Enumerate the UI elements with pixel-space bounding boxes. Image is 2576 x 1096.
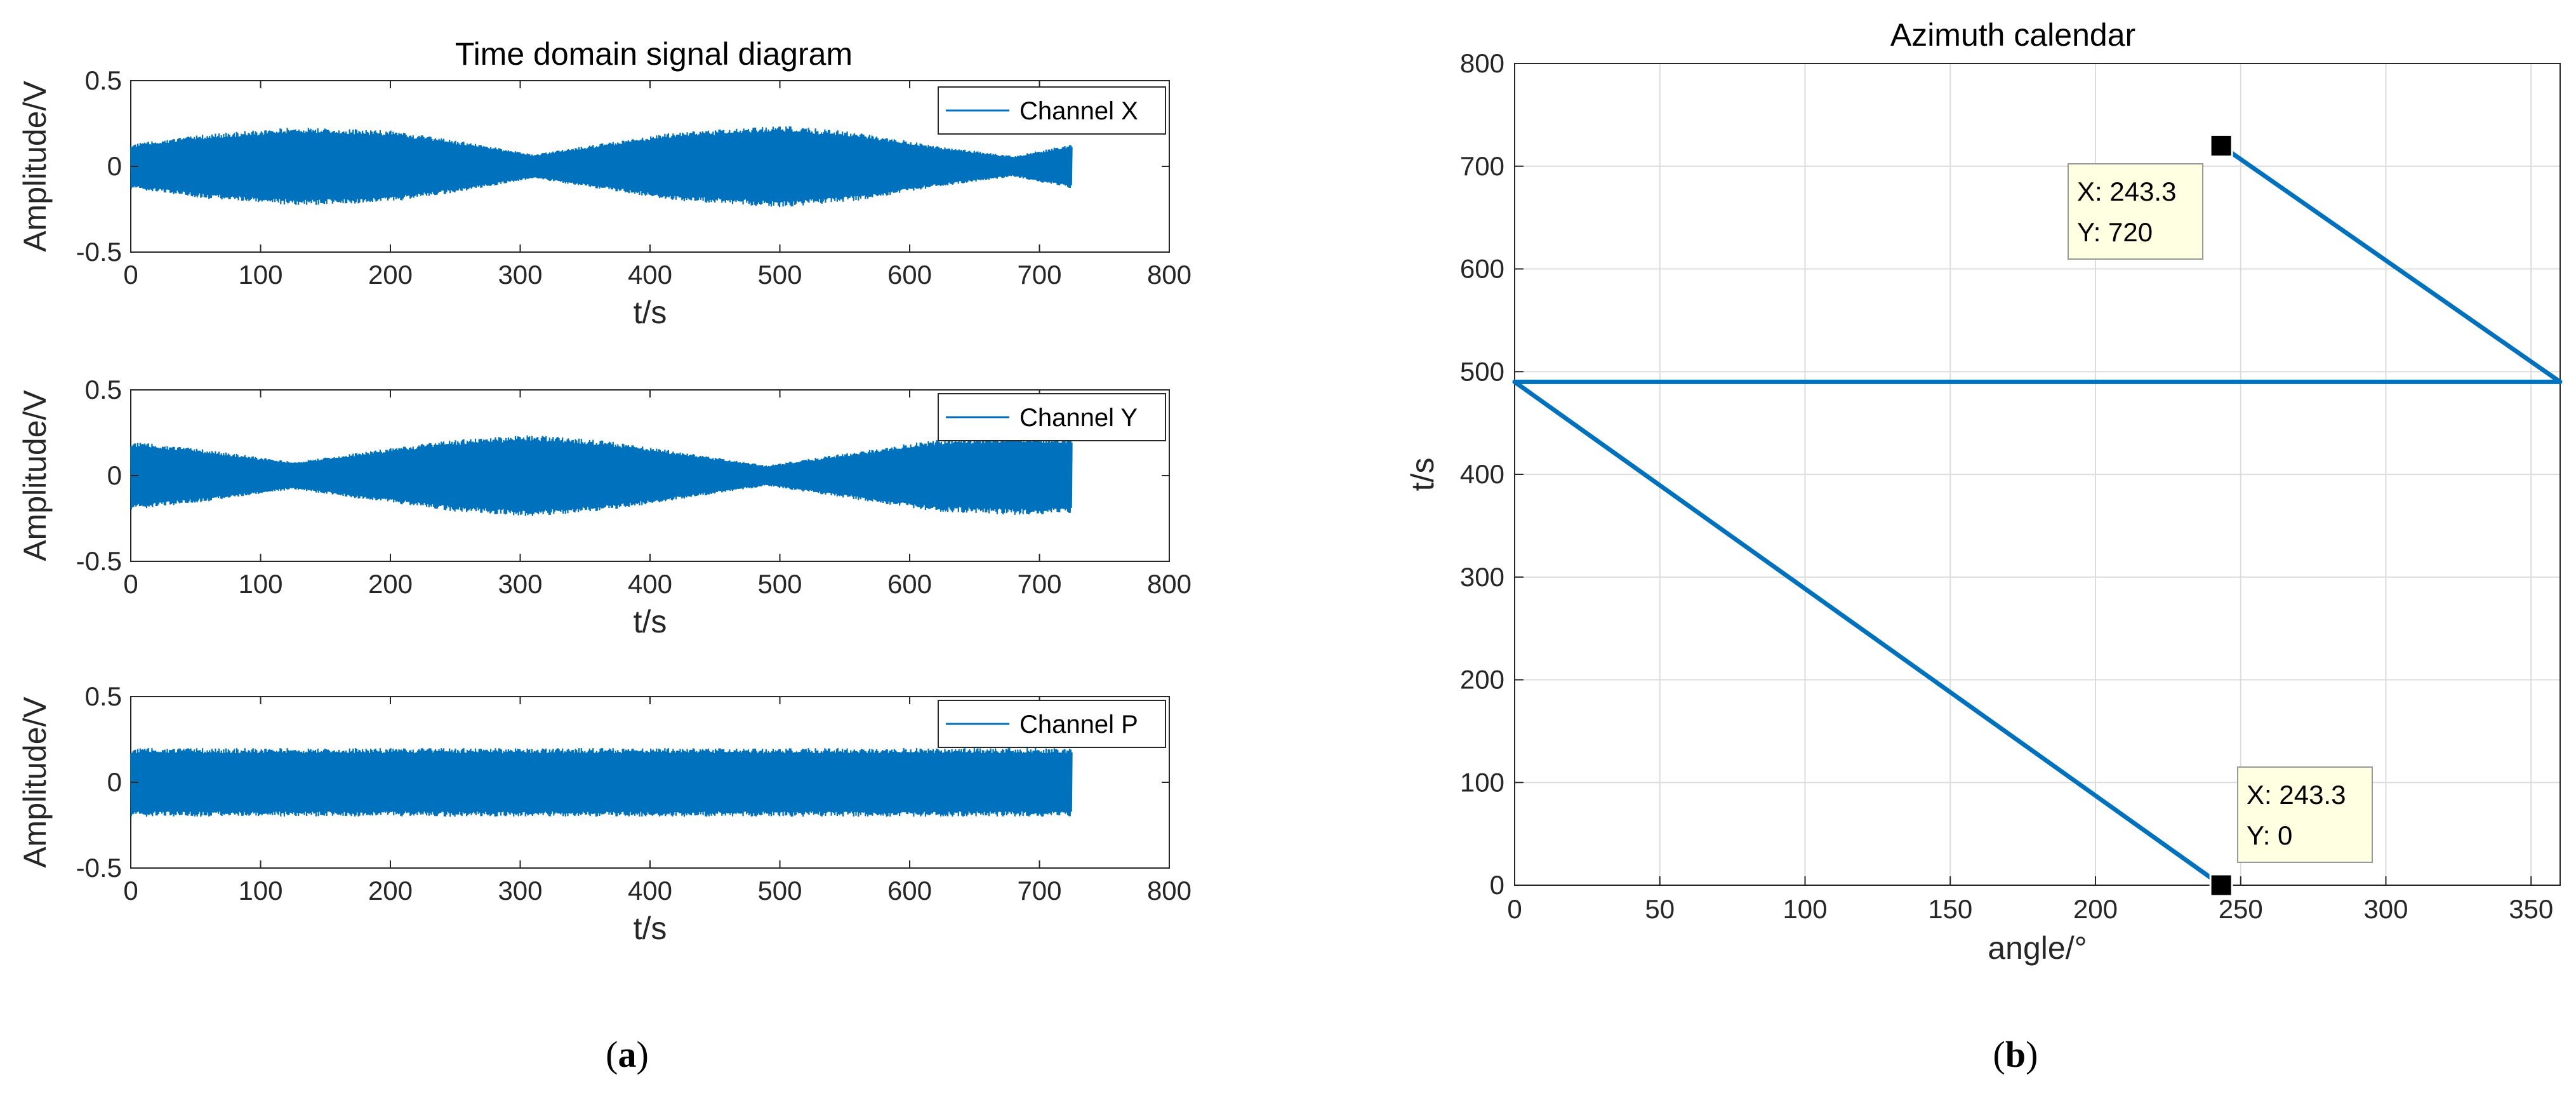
legend-entry: Channel Y <box>1019 404 1138 432</box>
signal-trace <box>129 747 1073 817</box>
panel-a: Time domain signal diagram 0 100 200 300 400… <box>17 36 1192 946</box>
x-tick-label: 800 <box>1147 876 1192 906</box>
signal-trace <box>129 126 1073 208</box>
datatip-marker <box>2209 873 2233 897</box>
chart-b-title: Azimuth calendar <box>1890 17 2135 53</box>
caption-b: (b) <box>1993 1034 2038 1075</box>
azimuth-plot: 0 50 100 150 200 250 300 350 0 100 200 300 400 500 600… <box>1405 48 2563 966</box>
y-tick-label: 700 <box>1460 151 1504 181</box>
datatip-box <box>2237 766 2373 863</box>
chart-a-title: Time domain signal diagram <box>455 36 853 72</box>
y-tick-label: 0.5 <box>85 681 122 711</box>
y-axis-label: Amplitude/V <box>17 390 53 561</box>
signal-trace <box>129 435 1073 516</box>
datatip-x-label: X: 243.3 <box>2077 177 2176 206</box>
datatip-y-label: Y: 720 <box>2077 217 2153 247</box>
x-tick-label: 700 <box>1017 876 1061 906</box>
x-tick-label: 100 <box>1783 894 1827 924</box>
x-tick-label: 600 <box>887 260 932 290</box>
x-tick-label: 800 <box>1147 260 1192 290</box>
x-tick-label: 0 <box>1507 894 1522 924</box>
subplot-channel-x: 0 100 200 300 400 500 600 700 8000.50-0.5t/sAmpl… <box>17 65 1192 330</box>
x-tick-label: 250 <box>2219 894 2263 924</box>
y-tick-label: 0.5 <box>85 65 122 95</box>
x-tick-label: 700 <box>1017 569 1061 599</box>
y-axis-label: t/s <box>1405 458 1440 491</box>
y-tick-label: 800 <box>1460 48 1504 78</box>
azimuth-series-line <box>1512 144 2563 887</box>
y-tick-label: 600 <box>1460 254 1504 284</box>
x-tick-label: 100 <box>238 876 282 906</box>
legend-entry: Channel P <box>1019 711 1138 738</box>
x-tick-label: 200 <box>368 876 413 906</box>
x-tick-label: 100 <box>238 569 282 599</box>
x-tick-label: 500 <box>757 569 802 599</box>
y-tick-label: 0 <box>107 460 122 490</box>
x-tick-label: 350 <box>2509 894 2553 924</box>
y-tick-label: -0.5 <box>76 546 122 576</box>
x-tick-label: 300 <box>498 876 542 906</box>
datatip-marker <box>2209 133 2233 157</box>
datatip-y-label: Y: 0 <box>2247 820 2292 850</box>
x-tick-label: 100 <box>238 260 282 290</box>
x-tick-label: 300 <box>498 260 542 290</box>
x-tick-label: 300 <box>498 569 542 599</box>
x-tick-label: 200 <box>2073 894 2118 924</box>
y-tick-label: 400 <box>1460 459 1504 489</box>
x-axis-label: t/s <box>634 604 667 639</box>
x-axis-label: t/s <box>634 911 667 946</box>
y-tick-label: -0.5 <box>76 237 122 267</box>
caption-a: (a) <box>606 1034 649 1075</box>
datatip-x-label: X: 243.3 <box>2247 780 2346 810</box>
x-axis-label: t/s <box>634 295 667 330</box>
y-tick-label: 100 <box>1460 767 1504 797</box>
x-tick-label: 500 <box>757 260 802 290</box>
y-tick-label: 0.5 <box>85 375 122 404</box>
y-tick-label: 500 <box>1460 356 1504 386</box>
x-tick-label: 600 <box>887 569 932 599</box>
x-tick-label: 400 <box>628 876 672 906</box>
y-tick-label: 0 <box>107 767 122 797</box>
x-tick-label: 500 <box>757 876 802 906</box>
y-tick-label: 300 <box>1460 562 1504 592</box>
subplot-channel-y: 0 100 200 300 400 500 600 700 8000.50-0.5t/sAmpl… <box>17 375 1192 639</box>
datatip-box <box>2068 163 2203 260</box>
x-tick-label: 400 <box>628 569 672 599</box>
panel-b: Azimuth calendar 0 50 100 150 200 250 300 350 0 1… <box>1405 17 2563 966</box>
y-tick-label: 0 <box>1490 870 1504 900</box>
x-tick-label: 400 <box>628 260 672 290</box>
x-tick-label: 0 <box>123 260 138 290</box>
x-tick-label: 200 <box>368 569 413 599</box>
x-tick-label: 300 <box>2363 894 2408 924</box>
x-tick-label: 0 <box>123 569 138 599</box>
x-tick-label: 700 <box>1017 260 1061 290</box>
y-tick-label: -0.5 <box>76 853 122 883</box>
subplot-channel-p: 0 100 200 300 400 500 600 700 8000.50-0.5t/sAmpl… <box>17 681 1192 946</box>
x-tick-label: 600 <box>887 876 932 906</box>
x-tick-label: 800 <box>1147 569 1192 599</box>
x-axis-label: angle/° <box>1988 930 2087 966</box>
x-tick-label: 0 <box>123 876 138 906</box>
y-tick-label: 0 <box>107 151 122 181</box>
x-tick-label: 150 <box>1928 894 1972 924</box>
y-axis-label: Amplitude/V <box>17 697 53 868</box>
x-tick-label: 50 <box>1645 894 1675 924</box>
y-tick-label: 200 <box>1460 665 1504 695</box>
x-tick-label: 200 <box>368 260 413 290</box>
y-axis-label: Amplitude/V <box>17 81 53 252</box>
legend-entry: Channel X <box>1019 97 1138 125</box>
